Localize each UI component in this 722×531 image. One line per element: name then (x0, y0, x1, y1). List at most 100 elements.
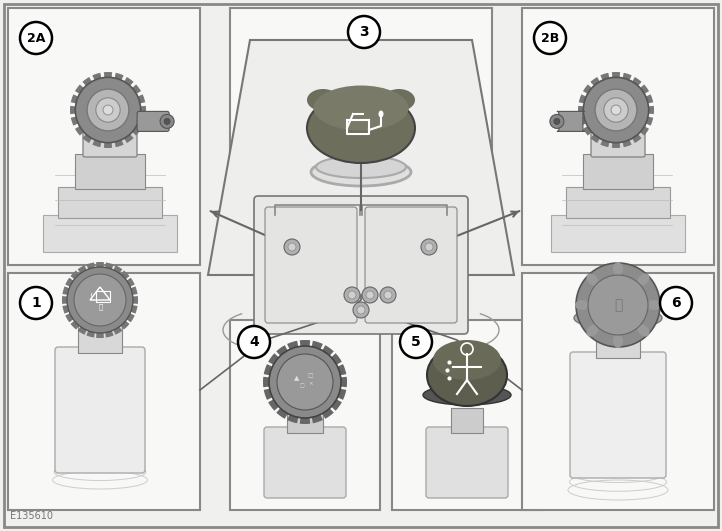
Wedge shape (578, 106, 584, 114)
Text: ×: × (309, 381, 313, 387)
Wedge shape (583, 126, 592, 135)
FancyBboxPatch shape (557, 112, 585, 131)
Bar (522, 8, 714, 265)
Wedge shape (648, 106, 654, 114)
Circle shape (380, 287, 396, 303)
Wedge shape (115, 140, 123, 147)
Wedge shape (312, 414, 323, 423)
Wedge shape (287, 414, 298, 423)
Circle shape (67, 267, 133, 333)
Ellipse shape (586, 324, 599, 337)
Wedge shape (300, 340, 310, 347)
Wedge shape (591, 134, 600, 143)
Wedge shape (75, 84, 84, 94)
Circle shape (421, 239, 437, 255)
Bar (230, 8, 492, 210)
Wedge shape (63, 286, 70, 295)
Wedge shape (92, 73, 102, 81)
Circle shape (425, 243, 433, 251)
Bar (78, 318, 122, 353)
Wedge shape (322, 345, 334, 356)
Wedge shape (331, 353, 342, 365)
Wedge shape (591, 77, 600, 86)
Circle shape (362, 287, 378, 303)
Wedge shape (63, 305, 70, 314)
FancyBboxPatch shape (55, 347, 145, 473)
FancyBboxPatch shape (570, 352, 666, 478)
FancyBboxPatch shape (264, 427, 346, 498)
Text: 2B: 2B (541, 31, 559, 45)
Wedge shape (268, 353, 279, 365)
Circle shape (160, 114, 174, 129)
Ellipse shape (307, 93, 415, 163)
FancyBboxPatch shape (265, 207, 357, 323)
Wedge shape (96, 332, 104, 338)
Wedge shape (126, 313, 135, 322)
FancyBboxPatch shape (591, 118, 645, 157)
Circle shape (588, 275, 648, 335)
Text: 4: 4 (249, 335, 259, 349)
Wedge shape (124, 77, 134, 86)
Wedge shape (120, 320, 129, 330)
Wedge shape (132, 296, 138, 304)
Wedge shape (130, 305, 137, 314)
Ellipse shape (586, 273, 599, 286)
Wedge shape (115, 73, 123, 81)
Circle shape (269, 346, 341, 418)
Circle shape (20, 287, 52, 319)
Circle shape (595, 89, 637, 131)
Wedge shape (263, 376, 270, 387)
Text: 3: 3 (359, 25, 369, 39)
Wedge shape (65, 278, 74, 287)
Circle shape (353, 302, 369, 318)
Circle shape (288, 243, 296, 251)
Text: □: □ (300, 383, 304, 389)
Wedge shape (645, 116, 653, 126)
Wedge shape (277, 407, 288, 419)
Ellipse shape (613, 262, 623, 276)
Text: 🚗: 🚗 (99, 304, 103, 310)
Wedge shape (87, 262, 95, 270)
Text: 1: 1 (31, 296, 41, 310)
Wedge shape (277, 345, 288, 356)
Circle shape (103, 105, 113, 115)
Polygon shape (208, 40, 514, 275)
FancyBboxPatch shape (58, 187, 162, 218)
Wedge shape (62, 296, 68, 304)
Circle shape (611, 105, 621, 115)
Text: 2A: 2A (27, 31, 45, 45)
Circle shape (284, 239, 300, 255)
FancyBboxPatch shape (583, 154, 653, 189)
FancyBboxPatch shape (43, 215, 177, 252)
Circle shape (576, 263, 660, 347)
Circle shape (583, 78, 648, 143)
Wedge shape (92, 140, 102, 147)
Text: !: ! (90, 293, 92, 299)
Wedge shape (340, 376, 347, 387)
Wedge shape (105, 330, 113, 338)
Wedge shape (632, 134, 642, 143)
Wedge shape (312, 341, 323, 350)
Wedge shape (78, 326, 87, 335)
Wedge shape (78, 266, 87, 274)
Ellipse shape (307, 89, 339, 111)
Wedge shape (336, 364, 347, 375)
Ellipse shape (427, 344, 507, 406)
Text: 5: 5 (411, 335, 421, 349)
Wedge shape (71, 116, 79, 126)
Wedge shape (82, 134, 92, 143)
Circle shape (74, 274, 126, 326)
Wedge shape (601, 140, 609, 147)
Wedge shape (601, 73, 609, 81)
Circle shape (344, 287, 360, 303)
Wedge shape (132, 84, 141, 94)
Ellipse shape (383, 89, 415, 111)
Circle shape (534, 22, 566, 54)
Circle shape (660, 287, 692, 319)
Ellipse shape (311, 158, 411, 186)
Wedge shape (130, 286, 137, 295)
Wedge shape (579, 95, 586, 104)
Ellipse shape (378, 110, 383, 117)
Wedge shape (71, 95, 79, 104)
FancyBboxPatch shape (254, 196, 468, 334)
